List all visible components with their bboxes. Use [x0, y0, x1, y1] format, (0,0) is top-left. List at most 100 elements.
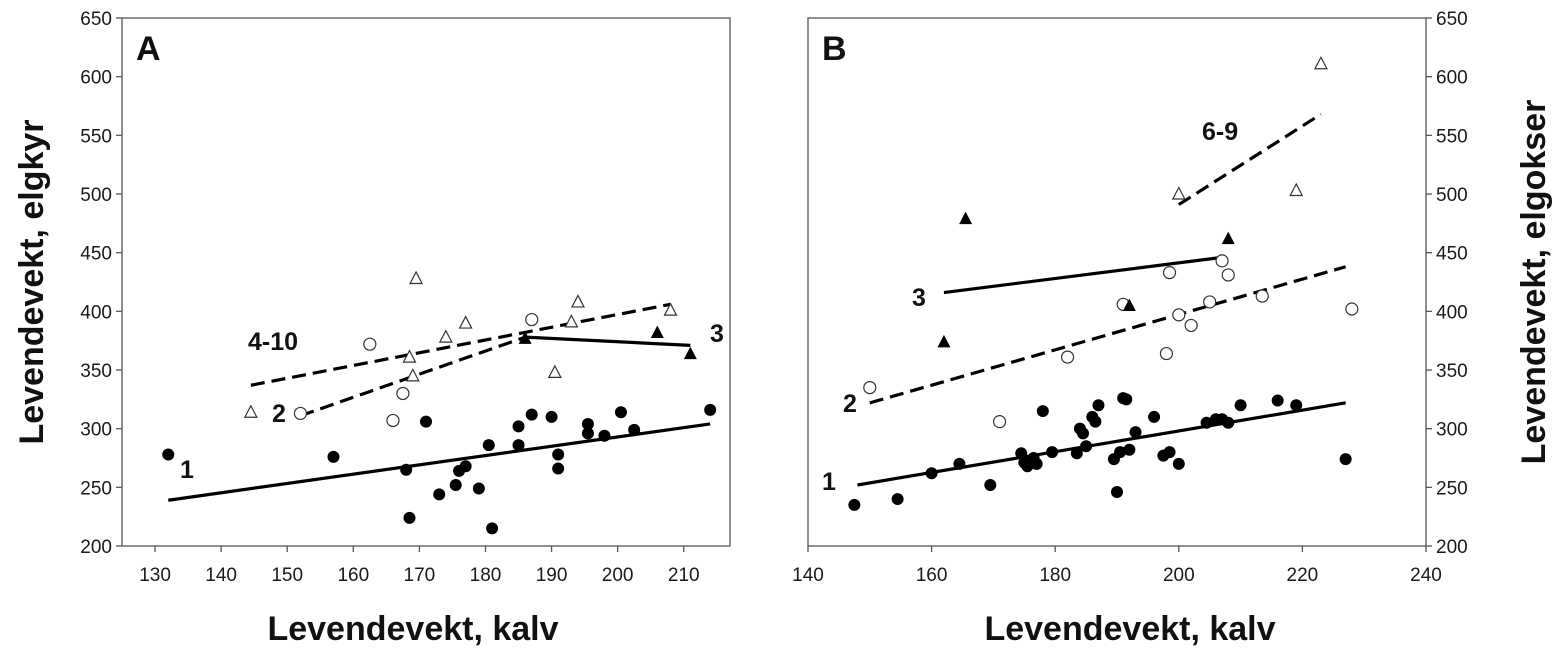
- point-filled-triangle: [518, 331, 532, 344]
- y-tick-label: 450: [80, 244, 112, 265]
- point-open-triangle: [547, 364, 562, 378]
- point-filled-circle: [1290, 399, 1303, 412]
- fit-line-2: [299, 335, 526, 418]
- panel-a-line-label-1: 1: [180, 456, 194, 484]
- point-filled-circle: [1172, 457, 1185, 470]
- panel-b-frame: [807, 17, 1427, 547]
- x-tick-label: 140: [792, 565, 824, 586]
- point-open-circle: [386, 413, 400, 428]
- y-tick-label: 600: [1436, 68, 1468, 89]
- panel-b-line-label-2: 2: [843, 390, 857, 418]
- panel-a-x-axis: 130 140 150 160 170 180 190 200 210: [139, 546, 700, 586]
- panel-a-line-label-3: 3: [710, 320, 724, 348]
- point-open-triangle: [438, 329, 453, 343]
- point-filled-circle: [1111, 486, 1123, 499]
- point-filled-circle: [552, 448, 565, 461]
- point-filled-circle: [628, 423, 641, 436]
- panel-b-x-title: Levendevekt, kalv: [984, 610, 1275, 648]
- point-filled-circle: [512, 420, 525, 433]
- point-filled-circle: [486, 522, 499, 535]
- point-filled-circle: [545, 410, 558, 423]
- x-tick-label: 160: [337, 565, 369, 586]
- point-filled-circle: [512, 439, 525, 452]
- point-filled-triangle: [650, 325, 664, 338]
- point-open-circle: [992, 415, 1007, 429]
- point-open-triangle: [663, 302, 678, 316]
- y-tick-label: 350: [1436, 361, 1468, 382]
- point-filled-circle: [1200, 416, 1213, 429]
- point-open-triangle: [1171, 186, 1186, 200]
- point-open-triangle: [1313, 55, 1328, 70]
- point-filled-circle: [1339, 453, 1352, 466]
- y-tick-label: 550: [1436, 126, 1468, 147]
- point-filled-circle: [1120, 393, 1133, 406]
- point-filled-circle: [1080, 440, 1093, 453]
- point-filled-circle: [1148, 410, 1161, 423]
- fit-line-3: [943, 255, 1223, 295]
- point-filled-circle: [162, 448, 175, 461]
- point-filled-triangle: [1122, 298, 1136, 311]
- y-tick-label: 300: [1436, 420, 1468, 441]
- point-open-circle: [863, 381, 877, 395]
- panel-b-letter: B: [822, 30, 847, 68]
- point-filled-circle: [1271, 394, 1284, 407]
- x-tick-label: 200: [602, 565, 634, 586]
- point-filled-circle: [403, 511, 416, 524]
- point-filled-circle: [925, 467, 938, 480]
- fit-line-3: [525, 335, 691, 347]
- y-tick-label: 300: [80, 420, 112, 441]
- point-filled-circle: [891, 493, 904, 506]
- panel-a-line-label-4-10: 4-10: [248, 328, 298, 356]
- fit-line-4-10: [250, 302, 671, 387]
- point-open-triangle: [402, 349, 417, 363]
- y-tick-label: 500: [80, 185, 112, 206]
- point-filled-circle: [400, 463, 413, 476]
- point-filled-circle: [598, 429, 611, 442]
- panel-b-line-label-3: 3: [912, 284, 926, 312]
- point-open-circle: [1345, 302, 1359, 316]
- panel-a-line-label-2: 2: [272, 400, 286, 428]
- x-tick-label: 130: [139, 565, 171, 586]
- y-tick-label: 350: [80, 361, 112, 382]
- point-open-circle: [1159, 346, 1174, 361]
- panel-a-x-title: Levendevekt, kalv: [267, 610, 558, 648]
- point-filled-circle: [581, 427, 594, 440]
- panel-b-x-axis: 140 160 180 200 220 240: [792, 546, 1442, 586]
- point-filled-circle: [1030, 457, 1043, 470]
- point-filled-circle: [1114, 446, 1127, 459]
- x-tick-label: 180: [1039, 565, 1071, 586]
- panel-a-frame: [121, 17, 731, 547]
- point-open-triangle: [1289, 182, 1304, 197]
- point-open-circle: [396, 386, 410, 401]
- point-filled-circle: [1070, 447, 1083, 460]
- y-tick-label: 200: [1436, 537, 1468, 558]
- point-filled-circle: [472, 482, 485, 495]
- y-tick-label: 250: [80, 478, 112, 499]
- point-filled-circle: [1015, 447, 1028, 460]
- point-open-triangle: [564, 314, 579, 328]
- point-filled-circle: [1036, 405, 1049, 418]
- panel-b-fit-lines: [857, 112, 1347, 487]
- point-filled-circle: [420, 415, 432, 428]
- panel-a-letter: A: [136, 30, 161, 68]
- point-filled-circle: [984, 478, 997, 491]
- point-open-circle: [1060, 350, 1075, 364]
- y-tick-label: 400: [1436, 302, 1468, 323]
- x-tick-label: 160: [916, 565, 948, 586]
- point-open-circle: [1221, 268, 1235, 282]
- x-tick-label: 180: [470, 565, 502, 586]
- point-filled-circle: [433, 488, 446, 501]
- point-open-circle: [1203, 295, 1217, 309]
- point-filled-circle: [1021, 460, 1034, 473]
- point-open-triangle: [409, 270, 424, 285]
- y-tick-label: 250: [1436, 478, 1468, 499]
- panel-b-line-label-1: 1: [822, 468, 836, 496]
- fit-line-2: [869, 265, 1347, 405]
- point-open-triangle: [405, 368, 420, 382]
- point-filled-circle: [327, 450, 340, 463]
- point-filled-triangle: [1221, 231, 1235, 245]
- point-filled-circle: [525, 408, 538, 421]
- x-tick-label: 220: [1287, 565, 1319, 586]
